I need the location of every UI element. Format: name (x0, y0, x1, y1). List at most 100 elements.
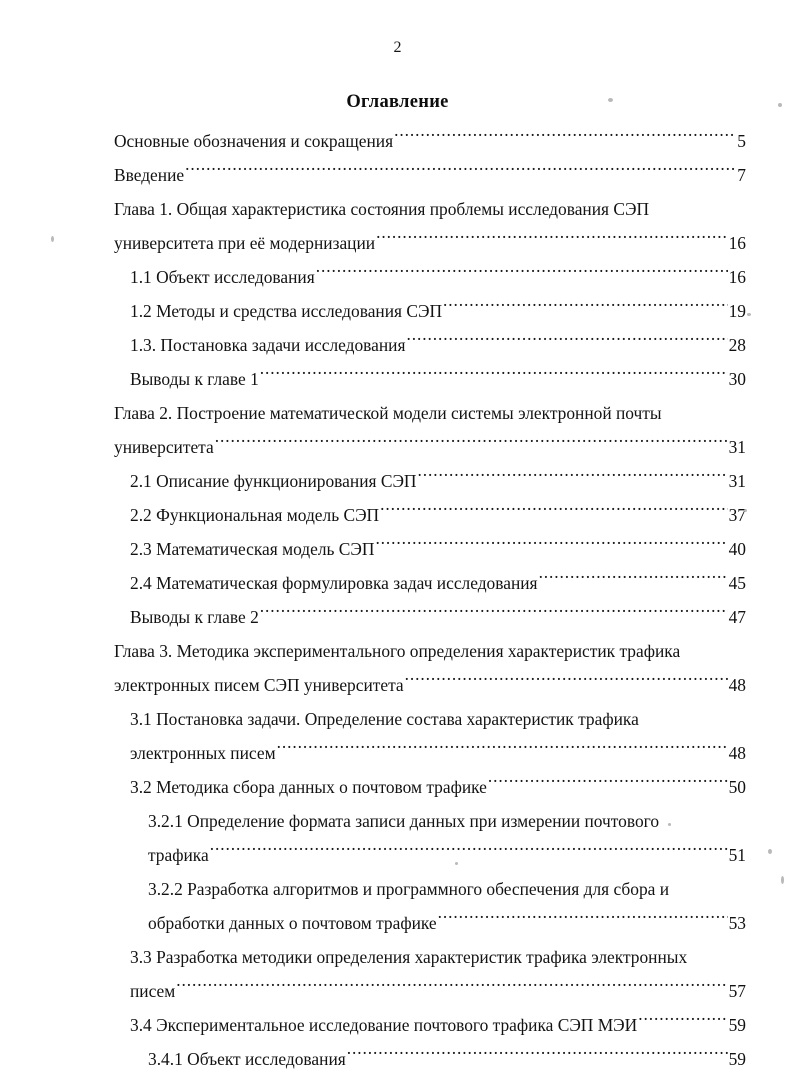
toc-entry-line: Глава 3. Методика экспериментального опр… (114, 641, 681, 661)
dot-leader (277, 742, 728, 759)
toc-page-number: 47 (728, 607, 746, 627)
toc-entry-line: 2.3 Математическая модель СЭП 40 (130, 532, 746, 566)
dot-leader (438, 912, 728, 929)
toc-entry[interactable]: Выводы к главе 1 30 (130, 362, 746, 396)
toc-entry[interactable]: 2.3 Математическая модель СЭП 40 (130, 532, 746, 566)
toc-entry[interactable]: 2.1 Описание функционирования СЭП 31 (130, 464, 746, 498)
toc-entry-line: 3.1 Постановка задачи. Определение соста… (130, 709, 639, 729)
toc-page-number: 37 (728, 505, 746, 525)
page-number: 2 (393, 39, 402, 56)
toc-entry[interactable]: Введение 7 (114, 158, 746, 192)
toc-entry-line: обработки данных о почтовом трафике 53 (148, 906, 746, 940)
toc-page-number: 16 (728, 267, 746, 287)
toc-entry[interactable]: 3.3 Разработка методики определения хара… (130, 940, 746, 1008)
dot-leader (638, 1014, 727, 1031)
toc-entry[interactable]: 3.2.2 Разработка алгоритмов и программно… (148, 872, 746, 940)
dot-leader (376, 232, 728, 249)
toc-entry[interactable]: 1.2 Методы и средства исследования СЭП 19 (130, 294, 746, 328)
scan-artifact (51, 236, 54, 242)
dot-leader (176, 980, 727, 997)
dot-leader (443, 300, 728, 317)
toc-entry-line: 3.3 Разработка методики определения хара… (130, 947, 688, 967)
toc-page-number: 57 (728, 981, 746, 1001)
dot-leader (210, 844, 728, 861)
dot-leader (488, 776, 728, 793)
toc-page-number: 5 (737, 131, 746, 151)
toc-entry-line: 2.4 Математическая формулировка задач ис… (130, 566, 746, 600)
toc-page-number: 51 (728, 845, 746, 865)
toc-page-number: 28 (728, 335, 746, 355)
dot-leader (380, 504, 728, 521)
toc-page-number: 31 (728, 437, 746, 457)
toc-entry-label: университета при её модернизации (114, 233, 376, 253)
dot-leader (539, 572, 728, 589)
toc-entry-line: Введение 7 (114, 158, 746, 192)
toc-page-number: 16 (728, 233, 746, 253)
toc-entry[interactable]: 3.2 Методика сбора данных о почтовом тра… (130, 770, 746, 804)
table-of-contents: Основные обозначения и сокращения 5 Введен… (114, 124, 746, 1076)
toc-entry-label: Выводы к главе 1 (130, 369, 259, 389)
toc-entry-line: Выводы к главе 2 47 (130, 600, 746, 634)
toc-entry-label: 1.1 Объект исследования (130, 267, 315, 287)
toc-entry-label: 1.3. Постановка задачи исследования (130, 335, 406, 355)
dot-leader (260, 606, 728, 623)
toc-page-number: 59 (728, 1015, 746, 1035)
toc-entry[interactable]: 1.3. Постановка задачи исследования 28 (130, 328, 746, 362)
toc-entry-label: 2.3 Математическая модель СЭП (130, 539, 375, 559)
toc-entry[interactable]: Глава 2. Построение математической модел… (114, 396, 746, 464)
dot-leader (418, 470, 728, 487)
toc-page-number: 7 (737, 165, 746, 185)
toc-page-number: 48 (728, 743, 746, 763)
toc-entry-line: университета 31 (114, 430, 746, 464)
toc-entry-line: 3.2.1 Определение формата записи данных … (148, 811, 660, 831)
toc-entry-line: писем 57 (130, 974, 746, 1008)
toc-entry-line: 1.1 Объект исследования 16 (130, 260, 746, 294)
toc-entry-label: электронных писем СЭП университета (114, 675, 404, 695)
toc-entry-line: 1.3. Постановка задачи исследования 28 (130, 328, 746, 362)
toc-entry[interactable]: Глава 3. Методика экспериментального опр… (114, 634, 746, 702)
dot-leader (394, 130, 736, 147)
toc-entry-line: Основные обозначения и сокращения 5 (114, 124, 746, 158)
toc-page-number: 19 (728, 301, 746, 321)
toc-entry[interactable]: 3.4 Экспериментальное исследование почто… (130, 1008, 746, 1042)
toc-entry-line: Выводы к главе 1 30 (130, 362, 746, 396)
toc-entry-line: 2.2 Функциональная модель СЭП 37 (130, 498, 746, 532)
toc-entry-label: 2.4 Математическая формулировка задач ис… (130, 573, 538, 593)
toc-entry[interactable]: Выводы к главе 2 47 (130, 600, 746, 634)
toc-entry-label: 2.2 Функциональная модель СЭП (130, 505, 380, 525)
dot-leader (185, 164, 736, 181)
toc-entry-line: электронных писем СЭП университета 48 (114, 668, 746, 702)
toc-entry[interactable]: 1.1 Объект исследования 16 (130, 260, 746, 294)
toc-entry-label: 1.2 Методы и средства исследования СЭП (130, 301, 443, 321)
toc-entry-label: 3.4.1 Объект исследования (148, 1049, 346, 1069)
toc-entry-line: университета при её модернизации 16 (114, 226, 746, 260)
toc-entry[interactable]: 3.4.1 Объект исследования 59 (148, 1042, 746, 1076)
dot-leader (405, 674, 728, 691)
toc-entry-label: писем (130, 981, 176, 1001)
toc-entry[interactable]: Глава 1. Общая характеристика состояния … (114, 192, 746, 260)
toc-entry-label: университета (114, 437, 214, 457)
toc-entry-line: Глава 1. Общая характеристика состояния … (114, 199, 650, 219)
toc-page-number: 30 (728, 369, 746, 389)
toc-entry[interactable]: 3.2.1 Определение формата записи данных … (148, 804, 746, 872)
toc-entry[interactable]: Основные обозначения и сокращения 5 (114, 124, 746, 158)
scan-artifact (781, 876, 784, 884)
toc-entry[interactable]: 2.4 Математическая формулировка задач ис… (130, 566, 746, 600)
toc-entry-line: 2.1 Описание функционирования СЭП 31 (130, 464, 746, 498)
toc-entry-label: Введение (114, 165, 185, 185)
toc-entry-label: электронных писем (130, 743, 276, 763)
page-title: Оглавление (346, 92, 449, 112)
scan-artifact (768, 849, 772, 854)
dot-leader (316, 266, 728, 283)
dot-leader (260, 368, 728, 385)
toc-page-number: 50 (728, 777, 746, 797)
toc-entry[interactable]: 2.2 Функциональная модель СЭП 37 (130, 498, 746, 532)
toc-entry-line: трафика 51 (148, 838, 746, 872)
toc-entry[interactable]: 3.1 Постановка задачи. Определение соста… (130, 702, 746, 770)
toc-entry-line: 1.2 Методы и средства исследования СЭП 19 (130, 294, 746, 328)
dot-leader (215, 436, 728, 453)
toc-entry-line: 3.4.1 Объект исследования 59 (148, 1042, 746, 1076)
toc-entry-label: 3.2 Методика сбора данных о почтовом тра… (130, 777, 487, 797)
toc-entry-label: Основные обозначения и сокращения (114, 131, 394, 151)
